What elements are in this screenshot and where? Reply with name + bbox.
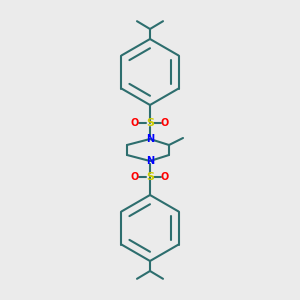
Text: O: O	[161, 172, 169, 182]
Text: N: N	[146, 156, 154, 166]
Text: O: O	[131, 118, 139, 128]
Text: S: S	[146, 172, 154, 182]
Text: O: O	[161, 118, 169, 128]
Text: O: O	[131, 172, 139, 182]
Text: N: N	[146, 134, 154, 144]
Text: S: S	[146, 118, 154, 128]
